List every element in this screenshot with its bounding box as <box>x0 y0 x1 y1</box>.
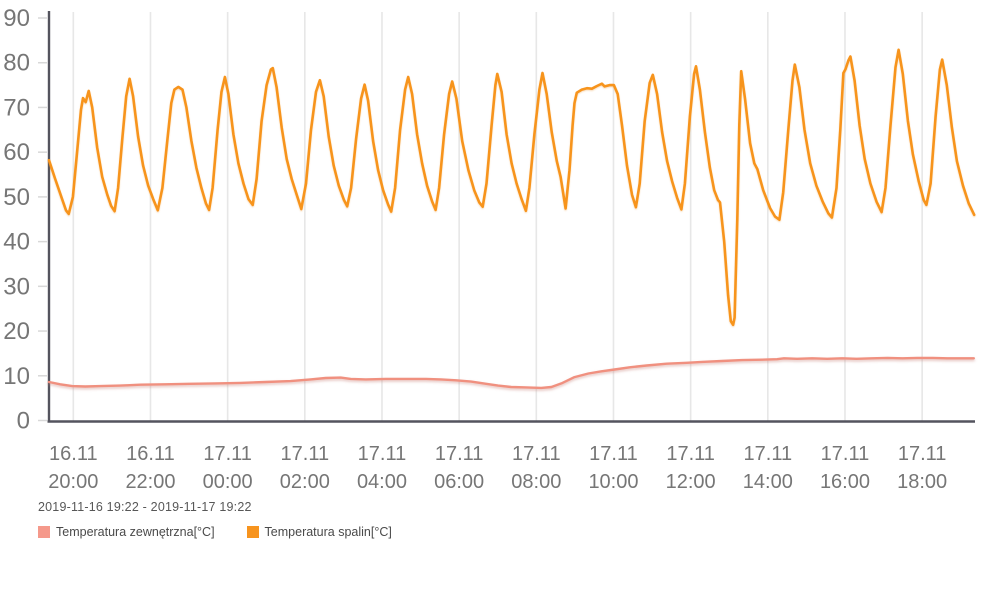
y-axis-ticks <box>38 17 47 422</box>
svg-text:50: 50 <box>3 184 30 211</box>
svg-text:22:00: 22:00 <box>125 471 175 493</box>
svg-text:17.11: 17.11 <box>589 443 638 465</box>
svg-text:06:00: 06:00 <box>434 471 484 493</box>
series-line-exhaust-temperature <box>47 48 976 327</box>
series-line-outdoor-temperature <box>47 356 975 390</box>
svg-text:10: 10 <box>3 363 30 390</box>
legend-item-exhaust-temperature[interactable]: Temperatura spalin[°C] <box>246 525 392 539</box>
svg-text:08:00: 08:00 <box>511 471 561 493</box>
svg-text:17.11: 17.11 <box>898 443 947 465</box>
vertical-gridlines <box>72 12 923 421</box>
svg-text:16.11: 16.11 <box>49 443 98 465</box>
chart-canvas[interactable]: 0 10 20 30 40 50 60 70 80 90 16.11 20:00 16.11 22:00… <box>0 0 1000 498</box>
svg-text:17.11: 17.11 <box>512 443 561 465</box>
svg-text:17.11: 17.11 <box>821 443 870 465</box>
svg-text:30: 30 <box>3 273 30 300</box>
svg-text:00:00: 00:00 <box>203 471 253 493</box>
svg-text:17.11: 17.11 <box>744 443 793 465</box>
svg-text:40: 40 <box>3 229 30 256</box>
svg-text:20: 20 <box>3 318 30 345</box>
svg-text:17.11: 17.11 <box>203 443 252 465</box>
svg-text:80: 80 <box>3 50 30 77</box>
axis-lines <box>47 11 975 423</box>
exhaust-series-swatch-icon <box>246 526 259 538</box>
svg-text:17.11: 17.11 <box>666 443 715 465</box>
svg-text:17.11: 17.11 <box>358 443 407 465</box>
svg-text:70: 70 <box>3 94 30 121</box>
x-axis-labels: 16.11 20:00 16.11 22:00 17.11 00:00 17.11 02:00… <box>48 443 947 493</box>
svg-text:16.11: 16.11 <box>126 443 175 465</box>
legend-item-outdoor-temperature[interactable]: Temperatura zewnętrzna[°C] <box>38 525 215 539</box>
date-range-label: 2019-11-16 19:22 - 2019-11-17 19:22 <box>38 500 252 514</box>
svg-text:14:00: 14:00 <box>743 471 793 493</box>
svg-text:60: 60 <box>3 139 30 166</box>
svg-text:18:00: 18:00 <box>897 471 947 493</box>
svg-text:90: 90 <box>3 5 30 32</box>
svg-text:20:00: 20:00 <box>48 471 98 493</box>
y-axis-labels: 0 10 20 30 40 50 60 70 80 90 <box>3 5 30 435</box>
chart-legend: Temperatura zewnętrzna[°C] Temperatura s… <box>38 525 392 539</box>
svg-text:02:00: 02:00 <box>280 471 330 493</box>
exhaust-series-label: Temperatura spalin[°C] <box>264 525 392 539</box>
outdoor-series-label: Temperatura zewnętrzna[°C] <box>56 525 215 539</box>
svg-text:04:00: 04:00 <box>357 471 407 493</box>
svg-text:16:00: 16:00 <box>820 471 870 493</box>
svg-text:17.11: 17.11 <box>281 443 330 465</box>
outdoor-series-swatch-icon <box>38 526 50 538</box>
svg-text:17.11: 17.11 <box>435 443 484 465</box>
svg-text:10:00: 10:00 <box>588 471 638 493</box>
svg-text:0: 0 <box>17 408 30 435</box>
svg-text:12:00: 12:00 <box>666 471 716 493</box>
